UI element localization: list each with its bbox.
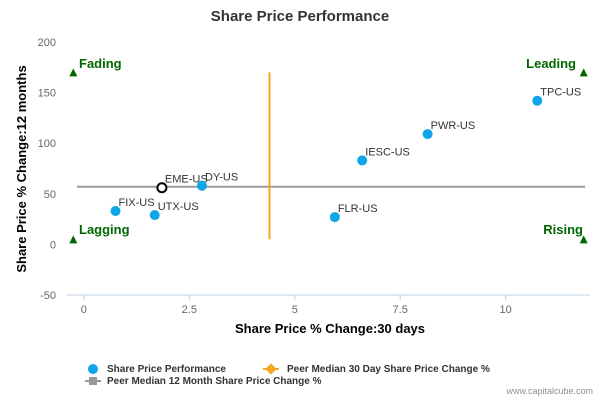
leading-marker-icon bbox=[579, 68, 588, 77]
data-point-label: FIX-US bbox=[119, 197, 155, 209]
x-axis-ticks: 0 2.5 5 7.5 10 bbox=[81, 295, 512, 316]
quadrant-label-leading: Leading bbox=[526, 56, 576, 71]
y-axis-ticks: -50 0 50 100 150 200 bbox=[38, 37, 56, 302]
data-point[interactable] bbox=[329, 212, 340, 223]
legend-label-share-price: Share Price Performance bbox=[107, 364, 226, 375]
data-point-label: UTX-US bbox=[158, 201, 199, 213]
data-point[interactable] bbox=[110, 206, 121, 217]
legend-item-median-30d[interactable]: Peer Median 30 Day Share Price Change % bbox=[263, 363, 490, 375]
y-tick-label: 100 bbox=[38, 138, 56, 150]
legend: Share Price Performance Peer Median 30 D… bbox=[85, 363, 490, 387]
data-point[interactable] bbox=[532, 95, 543, 106]
x-tick-label: 5 bbox=[292, 304, 298, 316]
data-point-highlighted[interactable] bbox=[156, 182, 168, 194]
y-axis-title: Share Price % Change:12 months bbox=[14, 65, 29, 272]
y-tick-label: 150 bbox=[38, 88, 56, 100]
lagging-marker-icon bbox=[69, 235, 78, 244]
legend-marker-diamond bbox=[265, 363, 277, 375]
quadrant-label-fading: Fading bbox=[79, 56, 122, 71]
data-point-label: PWR-US bbox=[431, 120, 476, 132]
chart-title: Share Price Performance bbox=[211, 8, 389, 25]
data-point-label: IESC-US bbox=[365, 146, 410, 158]
x-tick-label: 2.5 bbox=[182, 304, 197, 316]
credit-text: www.capitalcube.com bbox=[505, 386, 593, 396]
data-point[interactable] bbox=[149, 210, 160, 221]
x-axis-title: Share Price % Change:30 days bbox=[235, 321, 425, 336]
rising-marker-icon bbox=[579, 235, 588, 244]
x-tick-label: 10 bbox=[500, 304, 512, 316]
data-point[interactable] bbox=[357, 155, 368, 166]
quadrant-label-rising: Rising bbox=[543, 222, 583, 237]
y-tick-label: 200 bbox=[38, 37, 56, 49]
data-point-label: FLR-US bbox=[338, 203, 378, 215]
quadrant-markers: Fading Leading Lagging Rising bbox=[69, 56, 588, 244]
data-point-label: DY-US bbox=[205, 172, 238, 184]
y-tick-label: -50 bbox=[40, 290, 56, 302]
data-point-label: TPC-US bbox=[540, 87, 581, 99]
legend-item-share-price[interactable]: Share Price Performance bbox=[88, 364, 226, 375]
data-point[interactable] bbox=[422, 129, 433, 140]
fading-marker-icon bbox=[69, 68, 78, 77]
y-tick-label: 0 bbox=[50, 239, 56, 251]
legend-item-median-12m[interactable]: Peer Median 12 Month Share Price Change … bbox=[85, 376, 322, 387]
quadrant-label-lagging: Lagging bbox=[79, 222, 130, 237]
y-tick-label: 50 bbox=[44, 189, 56, 201]
data-point[interactable] bbox=[196, 180, 207, 191]
legend-label-median-12m: Peer Median 12 Month Share Price Change … bbox=[107, 376, 322, 387]
legend-marker-circle bbox=[88, 364, 98, 374]
x-tick-label: 7.5 bbox=[393, 304, 408, 316]
x-tick-label: 0 bbox=[81, 304, 87, 316]
legend-label-median-30d: Peer Median 30 Day Share Price Change % bbox=[287, 364, 490, 375]
data-point-label: EME-US bbox=[165, 174, 208, 186]
legend-marker-square bbox=[89, 377, 97, 385]
